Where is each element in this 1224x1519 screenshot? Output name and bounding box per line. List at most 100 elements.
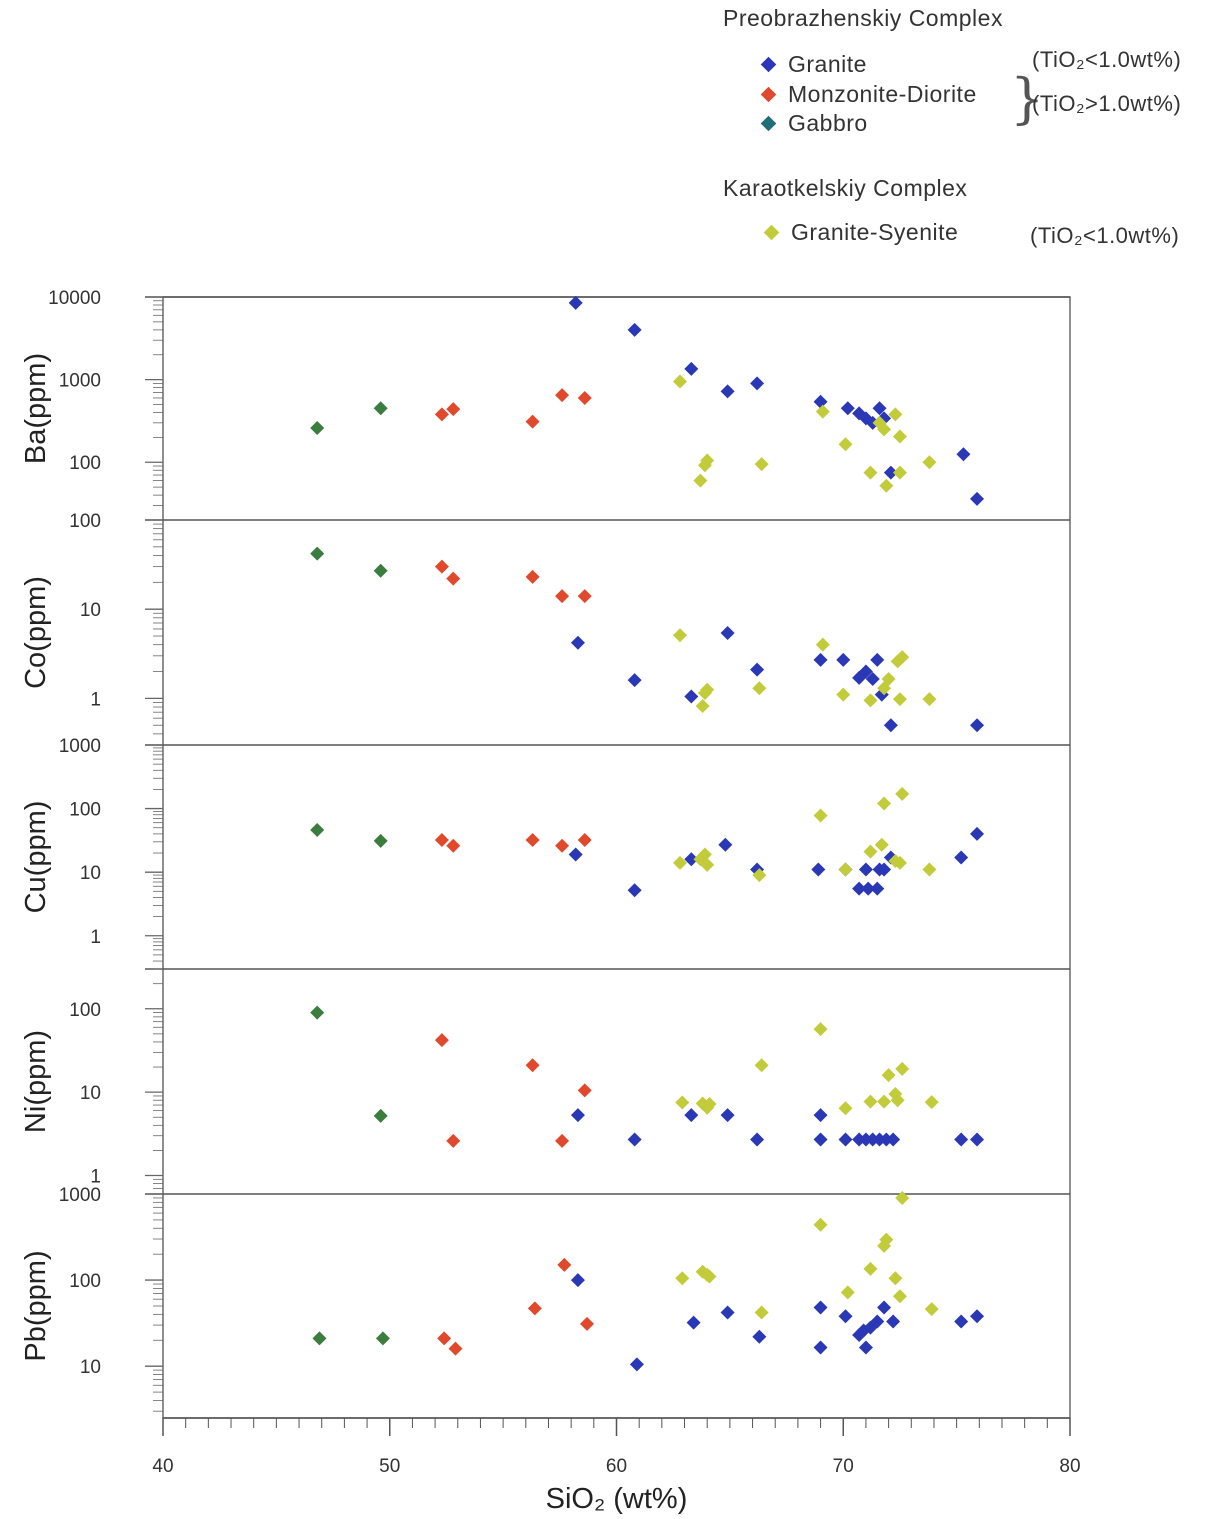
y-tick-label: 100 — [69, 1271, 101, 1292]
data-point-granite — [884, 718, 898, 732]
data-point-granite-syenite — [877, 797, 891, 811]
data-point-monzonite-diorite — [555, 388, 569, 402]
x-tick-label: 60 — [606, 1456, 627, 1477]
data-point-granite-syenite — [895, 1191, 909, 1205]
y-tick-label: 10 — [80, 1357, 101, 1378]
data-point-granite-syenite — [755, 1306, 769, 1320]
x-tick-label: 40 — [152, 1456, 173, 1477]
data-point-granite — [870, 653, 884, 667]
data-point-granite — [877, 1301, 891, 1315]
x-tick-label: 70 — [833, 1456, 854, 1477]
data-point-granite — [970, 492, 984, 506]
data-point-granite — [684, 362, 698, 376]
y-tick-label: 1000 — [59, 1185, 101, 1206]
data-point-granite — [970, 827, 984, 841]
data-point-granite-syenite — [922, 863, 936, 877]
data-point-granite-syenite — [895, 1062, 909, 1076]
x-tick-label: 50 — [379, 1456, 400, 1477]
data-point-granite — [750, 1133, 764, 1147]
data-point-granite — [628, 1133, 642, 1147]
data-point-granite-syenite — [888, 407, 902, 421]
data-point-granite-syenite — [893, 692, 907, 706]
data-point-monzonite-diorite — [435, 1033, 449, 1047]
data-point-granite-syenite — [893, 429, 907, 443]
data-point-granite — [628, 323, 642, 337]
data-point-gabbro — [374, 1109, 388, 1123]
y-axis-label: Cu(ppm) — [20, 801, 52, 914]
data-point-monzonite-diorite — [578, 1083, 592, 1097]
data-point-gabbro — [374, 401, 388, 415]
data-point-granite — [721, 1108, 735, 1122]
data-point-granite-syenite — [816, 405, 830, 419]
data-point-monzonite-diorite — [580, 1317, 594, 1331]
data-point-granite — [970, 718, 984, 732]
x-tick-label: 80 — [1059, 1456, 1080, 1477]
plot-frame — [163, 297, 1070, 1418]
data-point-granite-syenite — [836, 688, 850, 702]
data-point-granite-syenite — [888, 1271, 902, 1285]
data-point-granite — [811, 863, 825, 877]
data-point-granite — [571, 1108, 585, 1122]
data-point-granite — [721, 384, 735, 398]
data-point-granite — [954, 1133, 968, 1147]
data-point-granite-syenite — [922, 692, 936, 706]
data-point-granite — [752, 1330, 766, 1344]
data-point-granite — [836, 653, 850, 667]
data-point-granite-syenite — [696, 699, 710, 713]
data-point-granite-syenite — [693, 474, 707, 488]
y-tick-label: 10 — [80, 1083, 101, 1104]
data-point-granite — [718, 838, 732, 852]
data-point-monzonite-diorite — [446, 1134, 460, 1148]
data-point-granite — [956, 447, 970, 461]
data-point-granite-syenite — [673, 628, 687, 642]
data-point-granite — [814, 1301, 828, 1315]
data-point-granite-syenite — [863, 845, 877, 859]
data-point-granite-syenite — [863, 693, 877, 707]
data-point-gabbro — [310, 421, 324, 435]
data-point-granite-syenite — [673, 374, 687, 388]
data-point-monzonite-diorite — [435, 833, 449, 847]
data-point-granite — [886, 1315, 900, 1329]
data-point-granite — [859, 863, 873, 877]
data-point-granite-syenite — [673, 856, 687, 870]
x-axis-label: SiO₂ (wt%) — [546, 1483, 688, 1515]
data-point-gabbro — [376, 1331, 390, 1345]
y-tick-label: 100 — [69, 800, 101, 821]
data-point-granite-syenite — [752, 681, 766, 695]
data-point-granite-syenite — [814, 1022, 828, 1036]
data-point-granite — [870, 882, 884, 896]
data-point-granite-syenite — [755, 457, 769, 471]
y-tick-label: 1 — [90, 689, 101, 710]
data-point-granite-syenite — [879, 479, 893, 493]
data-point-granite — [571, 1273, 585, 1287]
data-point-monzonite-diorite — [557, 1258, 571, 1272]
data-point-granite — [954, 851, 968, 865]
data-point-granite-syenite — [841, 1285, 855, 1299]
y-tick-label: 10 — [80, 863, 101, 884]
y-axis-label: Ba(ppm) — [20, 353, 52, 464]
data-point-granite-syenite — [875, 838, 889, 852]
data-point-gabbro — [374, 564, 388, 578]
y-axis-label: Pb(ppm) — [20, 1250, 52, 1361]
data-point-granite — [630, 1357, 644, 1371]
data-point-monzonite-diorite — [435, 560, 449, 574]
data-point-gabbro — [310, 547, 324, 561]
data-point-monzonite-diorite — [526, 833, 540, 847]
y-tick-label: 10000 — [48, 288, 101, 309]
data-point-monzonite-diorite — [446, 839, 460, 853]
data-point-monzonite-diorite — [526, 570, 540, 584]
data-point-monzonite-diorite — [526, 1058, 540, 1072]
data-point-granite — [814, 1133, 828, 1147]
data-point-gabbro — [312, 1331, 326, 1345]
data-point-granite-syenite — [839, 437, 853, 451]
data-point-monzonite-diorite — [528, 1301, 542, 1315]
data-point-granite-syenite — [755, 1058, 769, 1072]
y-tick-label: 1 — [90, 927, 101, 948]
data-point-granite-syenite — [839, 863, 853, 877]
data-point-granite — [814, 1340, 828, 1354]
y-tick-label: 100 — [69, 1000, 101, 1021]
data-point-granite — [628, 673, 642, 687]
data-point-granite — [687, 1316, 701, 1330]
data-point-granite — [569, 847, 583, 861]
